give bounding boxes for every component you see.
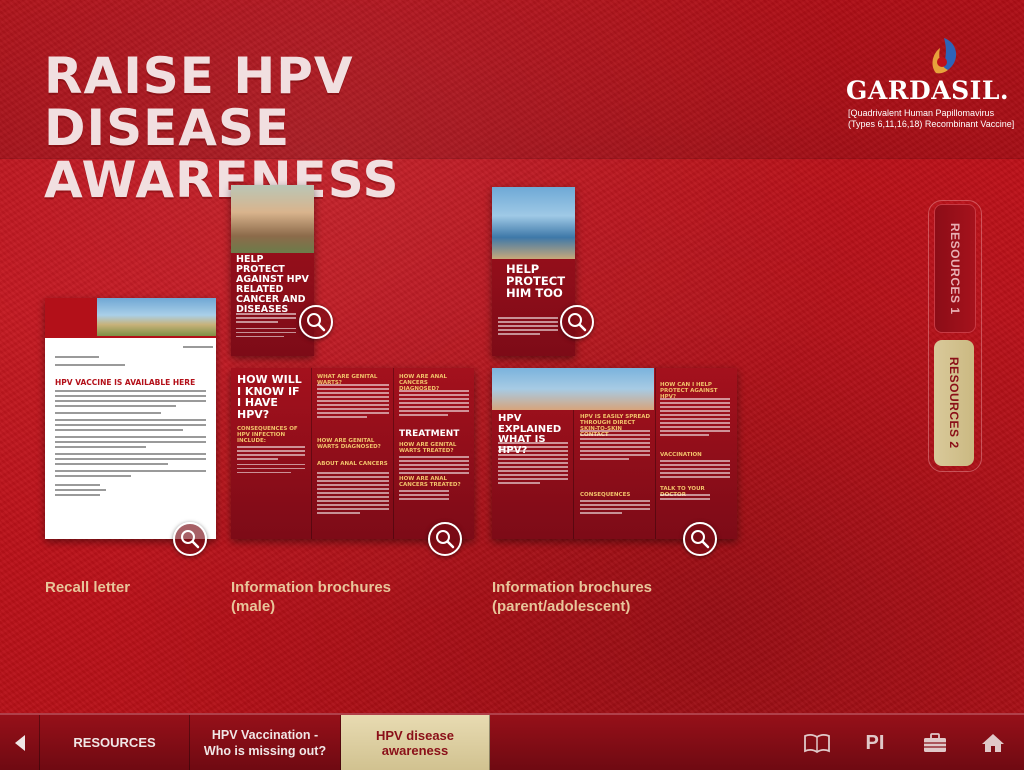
magnifier-icon <box>691 530 710 549</box>
male-brochure-sub7: HOW ARE GENITAL WARTS TREATED? <box>399 442 457 454</box>
parent-brochure-sub2: CONSEQUENCES <box>580 492 631 498</box>
briefcase-button[interactable] <box>920 729 950 757</box>
nav-empty-space <box>490 715 770 770</box>
logo-wordmark: GARDASIL. <box>846 76 1010 105</box>
magnifier-icon <box>181 530 200 549</box>
parent-brochure-caption-line1: Information brochures <box>492 579 653 596</box>
male-brochure-caption-line1: Information brochures <box>231 579 392 596</box>
male-brochure-sub1: CONSEQUENCES OF HPV INFECTION INCLUDE: <box>237 426 298 444</box>
letter-date-lines <box>55 346 213 369</box>
bottom-navigation-bar: RESOURCES HPV Vaccination - Who is missi… <box>0 713 1024 770</box>
recall-letter-zoom-button[interactable] <box>173 522 207 556</box>
parent-brochure-inside-zoom-button[interactable] <box>683 522 717 556</box>
recall-letter-caption: Recall letter <box>45 579 131 596</box>
pi-label: PI <box>865 731 885 754</box>
magnifier-icon <box>307 313 326 332</box>
tab-resources-1[interactable]: RESOURCES 1 <box>934 204 976 333</box>
parent-brochure-caption: Information brochures (parent/adolescent… <box>492 578 652 616</box>
tab-resources-1-label: RESOURCES 1 <box>948 222 962 315</box>
parent-brochure-caption-line2: (parent/adolescent) <box>492 598 631 615</box>
magnifier-icon <box>568 313 587 332</box>
male-brochure-inside-zoom-button[interactable] <box>428 522 462 556</box>
male-brochure-inside-thumbnail[interactable]: HOW WILL I KNOW IF I HAVE HPV? CONSEQUEN… <box>231 368 474 539</box>
male-brochure-sub5: HOW ARE ANAL CANCERS DIAGNOSED? <box>399 374 448 392</box>
letter-body-lines <box>55 390 206 499</box>
parent-brochure-inside-photo <box>492 368 654 410</box>
tab-resources-2[interactable]: RESOURCES 2 <box>934 340 974 466</box>
nav-hpv-disease-label: HPV disease awareness <box>375 727 455 758</box>
gardasil-logo: GARDASIL. [Quadrivalent Human Papillomav… <box>840 36 1014 129</box>
nav-hpv-vaccination-label: HPV Vaccination - Who is missing out? <box>203 727 327 758</box>
letter-header-band <box>45 298 97 336</box>
letter-rule <box>45 336 216 338</box>
magnifier-icon <box>436 530 455 549</box>
parent-brochure-sub3: HOW CAN I HELP PROTECT AGAINST HPV? <box>660 382 718 400</box>
parent-brochure-sub4: VACCINATION <box>660 452 702 458</box>
male-brochure-caption: Information brochures (male) <box>231 578 391 616</box>
letter-heading: HPV VACCINE IS AVAILABLE HERE <box>55 378 196 387</box>
male-brochure-front-text <box>236 313 296 340</box>
nav-hpv-vaccination[interactable]: HPV Vaccination - Who is missing out? <box>190 715 341 770</box>
page-title-line2: AWARENESS <box>44 151 400 209</box>
header-band <box>0 0 1024 159</box>
male-brochure-caption-line2: (male) <box>231 598 276 615</box>
back-button[interactable] <box>0 715 40 770</box>
logo-subtitle-line1: [Quadrivalent Human Papillomavirus <box>848 108 995 118</box>
male-brochure-front-title: HELP PROTECT AGAINST HPV RELATED CANCER … <box>236 254 309 315</box>
recall-letter-thumbnail[interactable]: HPV VACCINE IS AVAILABLE HERE <box>45 298 216 539</box>
parent-brochure-front-zoom-button[interactable] <box>560 305 594 339</box>
male-brochure-front-zoom-button[interactable] <box>299 305 333 339</box>
briefcase-icon <box>924 733 946 752</box>
pi-button[interactable]: PI <box>860 729 890 757</box>
logo-subtitle: [Quadrivalent Human Papillomavirus (Type… <box>848 108 1014 130</box>
male-brochure-sub4: ABOUT ANAL CANCERS <box>317 461 388 467</box>
parent-brochure-front-text <box>498 317 558 337</box>
male-brochure-sub8: HOW ARE ANAL CANCERS TREATED? <box>399 476 461 488</box>
tab-resources-2-label: RESOURCES 2 <box>947 357 961 449</box>
nav-resources[interactable]: RESOURCES <box>40 715 190 770</box>
page-title-line1: RAISE HPV DISEASE <box>44 47 354 157</box>
male-brochure-sub3: HOW ARE GENITAL WARTS DIAGNOSED? <box>317 438 381 450</box>
male-brochure-photo <box>231 185 314 253</box>
logo-subtitle-line2: (Types 6,11,16,18) Recombinant Vaccine] <box>848 119 1015 129</box>
book-button[interactable] <box>802 729 832 757</box>
male-brochure-sub6: TREATMENT <box>399 429 460 439</box>
page-title: RAISE HPV DISEASE AWARENESS <box>44 50 564 206</box>
back-arrow-icon <box>14 734 25 751</box>
parent-brochure-front-thumbnail[interactable]: HELP PROTECT HIM TOO <box>492 187 575 356</box>
male-brochure-inside-title: HOW WILL I KNOW IF I HAVE HPV? <box>237 373 302 421</box>
letter-header-photo <box>97 298 216 336</box>
parent-brochure-inside-thumbnail[interactable]: HPV EXPLAINED WHAT IS HPV? HPV IS EASILY… <box>492 368 737 539</box>
home-icon <box>982 734 1004 752</box>
male-brochure-sub2: WHAT ARE GENITAL WARTS? <box>317 374 378 386</box>
parent-brochure-photo <box>492 187 575 259</box>
side-tab-frame <box>928 200 982 472</box>
home-button[interactable] <box>978 729 1008 757</box>
logo-mark-icon <box>932 38 957 74</box>
book-icon <box>804 734 830 754</box>
parent-brochure-front-title: HELP PROTECT HIM TOO <box>506 262 566 301</box>
nav-hpv-disease-awareness[interactable]: HPV disease awareness <box>341 715 490 770</box>
nav-resources-label: RESOURCES <box>73 735 156 750</box>
